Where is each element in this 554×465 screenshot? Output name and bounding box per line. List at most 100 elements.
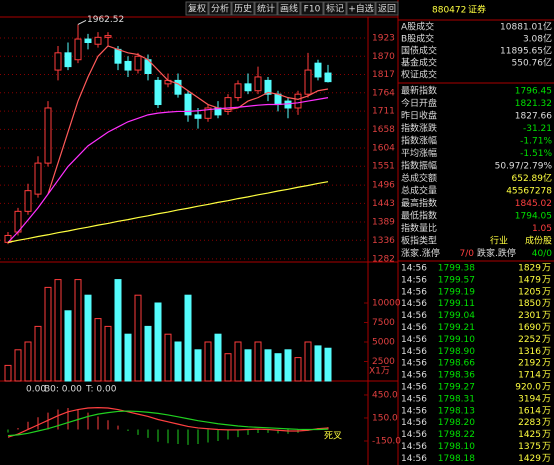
trade-price: 1798.36	[438, 371, 475, 381]
trade-price: 1799.04	[438, 311, 475, 321]
y-tick-label: 5000	[372, 337, 395, 347]
toolbar-button[interactable]	[185, 1, 209, 16]
trade-unit: 万	[542, 371, 551, 381]
candle-body	[64, 52, 72, 68]
row-value: 1796.45	[515, 87, 552, 97]
row-value: 7/0	[460, 249, 475, 259]
row-label: 最新指数	[401, 85, 437, 97]
trade-volume: 1479	[518, 275, 541, 285]
toolbar-button[interactable]	[208, 1, 232, 16]
volume-bar	[34, 325, 42, 382]
trade-price: 1799.27	[438, 383, 475, 393]
row-label: 跌家.跌停	[477, 247, 516, 259]
volume-bar	[94, 318, 102, 382]
volume-bar	[124, 333, 132, 382]
candle-body	[324, 72, 332, 83]
trade-price: 1798.18	[438, 454, 475, 464]
toolbar-button-label[interactable]: 统计	[257, 3, 275, 15]
candle-body	[154, 79, 162, 106]
toolbar-button-label[interactable]: 返回	[378, 3, 396, 15]
toolbar-button[interactable]	[323, 1, 347, 16]
candle-body	[54, 52, 62, 71]
trade-time: 14:56	[401, 287, 427, 297]
trade-price: 1799.19	[438, 287, 475, 297]
row-label: 最低指数	[401, 210, 437, 222]
volume-bar	[104, 325, 112, 382]
toolbar-button-label[interactable]: 分析	[211, 3, 229, 15]
unit-label: X1万	[369, 367, 390, 377]
toolbar-button-label[interactable]: +自选	[348, 3, 374, 15]
ma-line	[47, 45, 329, 195]
candle-body	[184, 93, 192, 116]
toolbar-button-label[interactable]: F10	[304, 5, 321, 15]
panel-code: 880472	[432, 6, 466, 16]
trade-volume: 1375	[518, 442, 541, 452]
panel-name: 证券	[468, 4, 486, 16]
toolbar-button-label[interactable]: 历史	[234, 3, 252, 15]
trade-volume: 1614	[518, 406, 541, 416]
volume-bar	[4, 364, 12, 382]
volume-bar	[214, 333, 222, 382]
toolbar-button[interactable]	[375, 1, 399, 16]
volume-bar	[244, 349, 252, 382]
volume-bar	[54, 279, 62, 382]
indicator-label: 0.00	[26, 385, 46, 395]
row-label: 指数量比	[401, 222, 437, 234]
trade-time: 14:56	[401, 311, 427, 321]
ma-line	[7, 410, 329, 437]
candle-body	[254, 76, 262, 92]
y-tick-label: 1389	[372, 218, 395, 228]
row-value: 40/0	[532, 249, 552, 259]
volume-bar	[154, 302, 162, 382]
trade-volume: 1205	[518, 287, 541, 297]
toolbar-button[interactable]	[300, 1, 324, 16]
trade-unit: 万	[542, 359, 551, 369]
trade-price: 1799.10	[438, 335, 475, 345]
volume-bar	[284, 349, 292, 382]
y-tick-label: 1923	[372, 34, 395, 44]
row-value: 成份股	[525, 235, 552, 247]
trade-volume: 3194	[518, 394, 541, 404]
trade-unit: 万	[542, 418, 551, 428]
toolbar-button-label[interactable]: 标记	[326, 3, 344, 15]
toolbar-button[interactable]	[346, 1, 376, 16]
trade-time: 14:56	[401, 406, 427, 416]
row-label: 涨家.涨停	[401, 247, 440, 259]
candle-body	[174, 79, 182, 95]
volume-bar	[134, 294, 142, 382]
row-value: -1.71%	[520, 137, 552, 147]
volume-bar	[254, 341, 262, 382]
trade-price: 1798.20	[438, 418, 475, 428]
row-value: 50.97/2.79%	[495, 162, 553, 172]
toolbar-button[interactable]	[277, 1, 301, 16]
candle-body	[134, 55, 142, 71]
row-label: 昨日收盘	[401, 110, 437, 122]
volume-bar	[24, 341, 32, 382]
toolbar-button-label[interactable]: 复权	[188, 3, 206, 15]
candle-body	[314, 62, 322, 78]
candle-body	[234, 83, 242, 99]
toolbar-button[interactable]	[254, 1, 278, 16]
volume-bar	[224, 353, 232, 382]
ma-line	[7, 97, 329, 243]
candle-body	[304, 69, 312, 95]
row-value: 1845.02	[515, 199, 552, 209]
y-tick-label: 1817	[372, 70, 395, 80]
candle-body	[224, 97, 232, 112]
candle-body	[244, 83, 252, 92]
toolbar-button-label[interactable]: 画线	[280, 3, 298, 15]
trade-volume: 1850	[518, 299, 541, 309]
volume-bar	[174, 341, 182, 382]
trade-unit: 万	[542, 335, 551, 345]
candle-body	[74, 38, 82, 61]
row-label: 板指类型	[401, 235, 437, 247]
toolbar-button[interactable]	[231, 1, 255, 16]
y-tick-label: 150.0	[372, 413, 398, 423]
row-value: 3.08亿	[523, 33, 552, 45]
row-value: 11895.65亿	[500, 45, 552, 57]
trade-time: 14:56	[401, 347, 427, 357]
row-label: 总成交额	[401, 172, 437, 184]
y-tick-label: 10000	[372, 298, 401, 308]
trade-time: 14:56	[401, 442, 427, 452]
row-label: 权证成交	[401, 69, 437, 81]
